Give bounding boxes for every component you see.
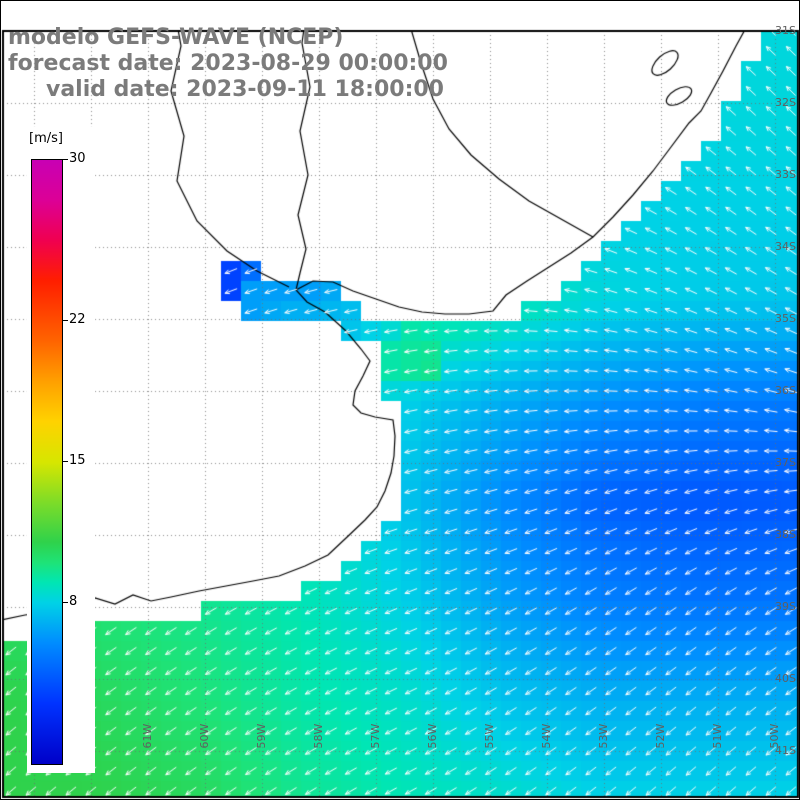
colorbar-tick [63,159,68,160]
colorbar-gradient [31,159,63,765]
colorbar-tick-label: 22 [69,312,86,328]
forecast-date: forecast date: 2023-08-29 00:00:00 [8,51,448,76]
title-block: modelo GEFS-WAVE (NCEP) forecast date: 2… [8,25,448,103]
valid-date: valid date: 2023-09-11 18:00:00 [46,77,444,102]
model-title: modelo GEFS-WAVE (NCEP) [8,25,344,50]
colorbar-unit-label: [m/s] [29,131,63,146]
colorbar-tick-label: 15 [69,453,86,468]
colorbar-tick [63,320,68,322]
colorbar-tick [63,601,68,603]
colorbar-tick-label: 30 [69,151,86,166]
colorbar-tick-label: 8 [69,593,78,609]
colorbar: [m/s] 30 22 15 8 [27,127,95,773]
colorbar-tick [63,461,68,462]
